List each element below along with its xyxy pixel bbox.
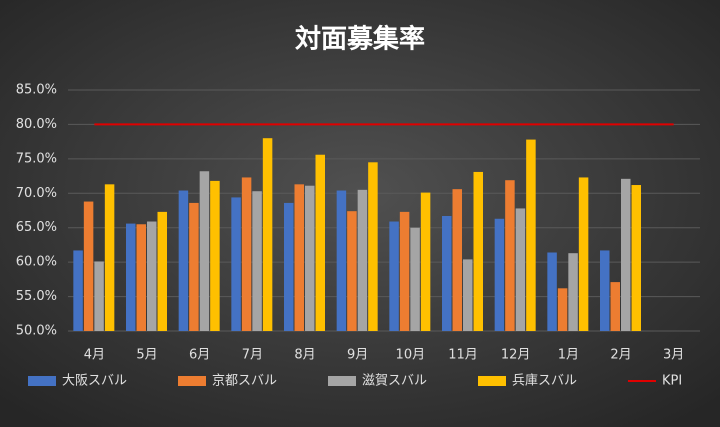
bar [399, 211, 410, 331]
bar [305, 185, 315, 331]
bar [241, 177, 252, 331]
bar [557, 288, 568, 331]
legend-label: 京都スバル [212, 374, 277, 389]
bar [420, 192, 431, 331]
bar [547, 252, 557, 331]
x-tick-label: 3月 [663, 348, 684, 363]
bar [104, 184, 115, 331]
bar [94, 261, 104, 331]
bar [294, 184, 304, 331]
bar [83, 201, 94, 331]
bar [284, 202, 294, 331]
y-tick-label: 55.0% [16, 289, 57, 304]
y-tick-label: 60.0% [16, 255, 57, 270]
bar [515, 208, 526, 331]
bar [526, 139, 536, 331]
bar [494, 218, 505, 331]
bar [262, 138, 273, 331]
bar [578, 177, 589, 331]
x-tick-label: 9月 [347, 348, 368, 363]
bar [568, 253, 578, 331]
x-tick-label: 11月 [448, 348, 478, 363]
legend-label: 大阪スバル [62, 374, 127, 389]
bar [73, 250, 83, 331]
x-tick-label: 10月 [396, 348, 426, 363]
y-tick-label: 70.0% [16, 186, 57, 201]
x-tick-label: 7月 [242, 348, 263, 363]
chart-title: 対面募集率 [295, 24, 425, 55]
x-tick-label: 2月 [610, 348, 631, 363]
legend-swatch [478, 376, 506, 386]
legend-label: KPI [662, 374, 682, 389]
x-tick-label: 5月 [136, 348, 157, 363]
bar [610, 282, 620, 331]
y-tick-label: 80.0% [16, 117, 57, 132]
legend-swatch [178, 376, 206, 386]
bar [126, 223, 136, 331]
bar [210, 180, 220, 331]
bar [368, 162, 378, 331]
bar [315, 154, 325, 331]
bar [600, 250, 610, 331]
bar [452, 189, 462, 331]
bar [231, 197, 241, 331]
legend-label: 兵庫スバル [512, 374, 577, 389]
bar [621, 178, 631, 331]
legend-label: 滋賀スバル [362, 374, 427, 389]
y-tick-label: 50.0% [16, 324, 57, 339]
y-tick-label: 75.0% [16, 151, 57, 166]
y-tick-label: 65.0% [16, 220, 57, 235]
bar [189, 202, 199, 331]
bar [252, 191, 262, 331]
bar [336, 190, 347, 331]
y-tick-label: 85.0% [16, 83, 57, 98]
x-tick-label: 12月 [501, 348, 531, 363]
bar [463, 259, 473, 331]
bar [410, 227, 420, 331]
x-tick-label: 4月 [84, 348, 105, 363]
bar [505, 180, 515, 331]
x-tick-label: 6月 [189, 348, 210, 363]
bar [199, 171, 210, 331]
legend-swatch [328, 376, 356, 386]
x-tick-label: 1月 [558, 348, 579, 363]
bar [357, 189, 368, 331]
bar [178, 190, 189, 331]
bar [147, 221, 157, 331]
bar [157, 211, 167, 331]
bar [389, 221, 399, 331]
x-tick-label: 8月 [294, 348, 315, 363]
bar [442, 216, 452, 331]
bar [631, 185, 641, 331]
bar [347, 211, 357, 331]
bar [473, 171, 483, 331]
bar [136, 224, 146, 331]
legend-swatch [28, 376, 56, 386]
